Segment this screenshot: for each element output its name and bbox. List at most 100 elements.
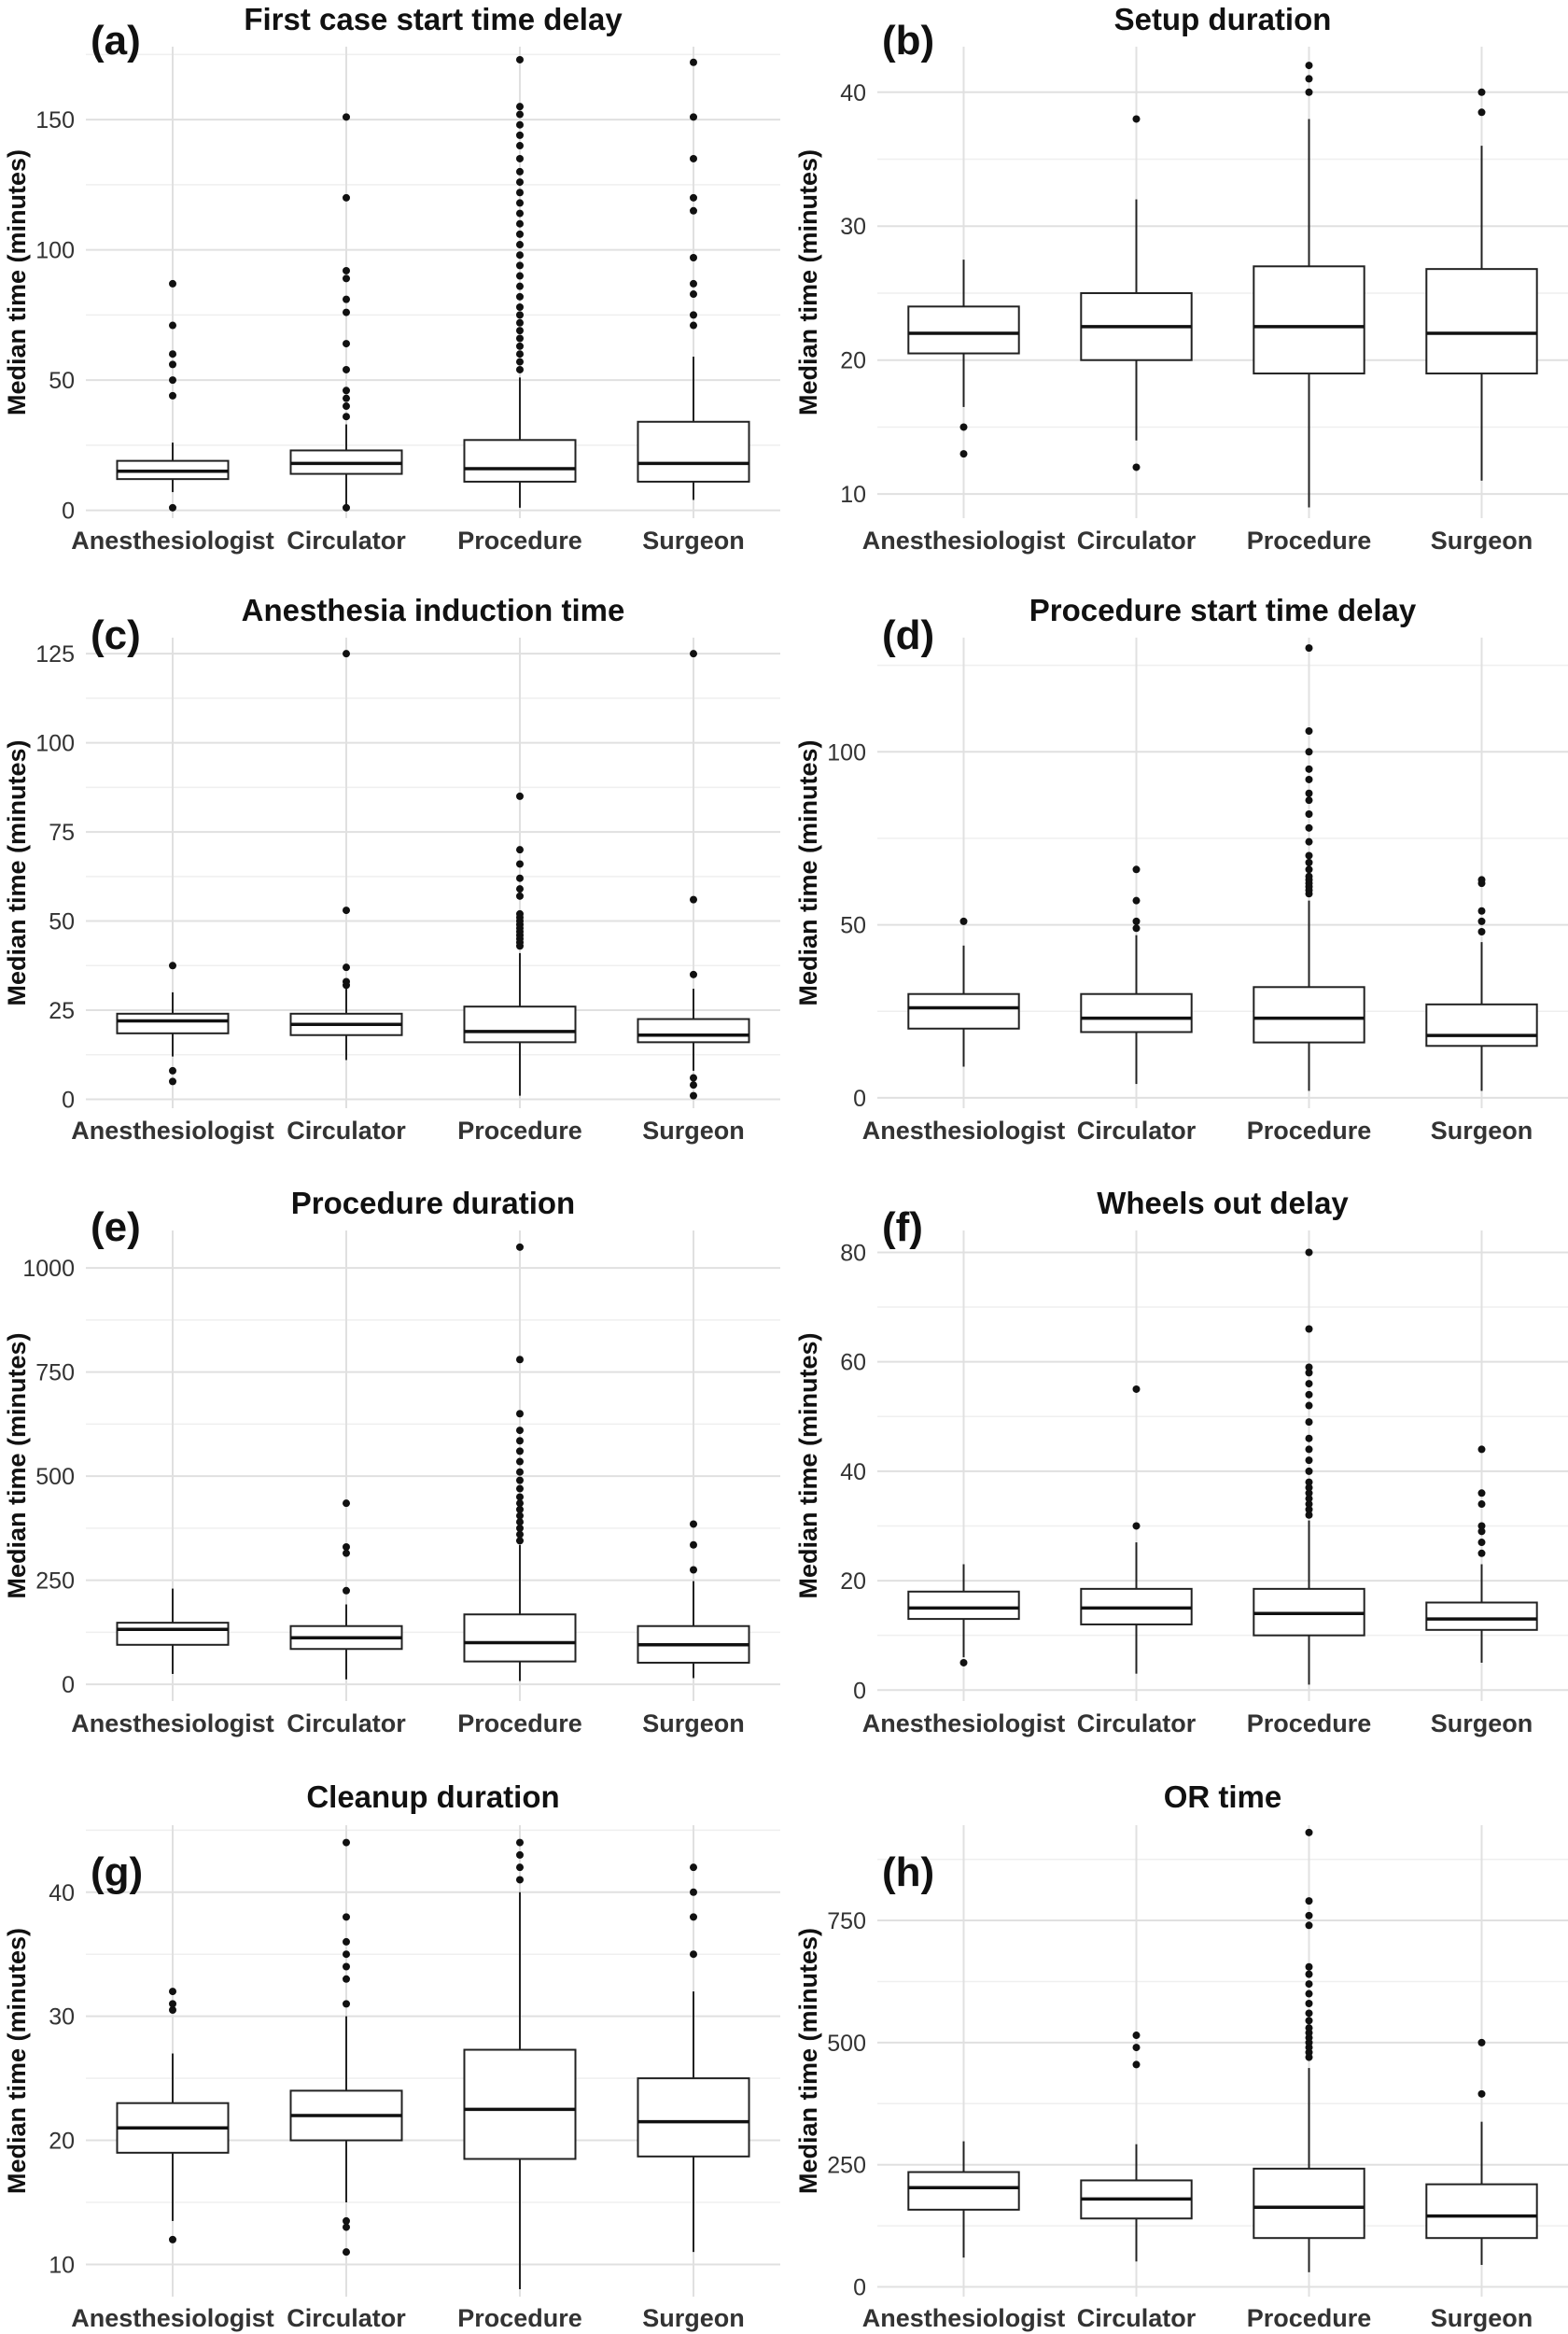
outlier-point [516,350,524,359]
panel-label: (a) [91,18,141,63]
y-tick-label: 40 [49,1880,75,1906]
y-tick-label: 250 [827,2153,866,2179]
x-tick-label: Procedure [457,1709,582,1737]
panel-label: (c) [91,612,141,658]
box-anesthesiologist [907,260,1020,458]
x-tick-label: Procedure [1247,527,1372,555]
iqr-box [1253,265,1365,375]
outlier-point [516,874,524,882]
x-tick-label: Circulator [287,1117,406,1145]
chart-title: Setup duration [1114,2,1332,36]
y-tick-label: 10 [49,2252,75,2278]
outlier-point [516,1530,524,1539]
x-tick-label: Circulator [287,527,406,555]
outlier-point [516,167,524,176]
outlier-point [343,295,350,303]
outlier-point [1132,2032,1141,2040]
x-tick-label: Anesthesiologist [71,1117,274,1145]
box-circulator [1080,2032,1193,2262]
outlier-point [1132,2044,1141,2052]
chart-panel-b: 10 20 30 40 Anesthesiologist Circulator Proced… [794,2,1568,555]
chart-panel-a: 0 50 100 150 Anesthesiologist Circulator Proce… [3,2,780,555]
chart-panel-e: 0 250 500 750 1000 Anesthesiologist Circulator… [3,1186,780,1737]
outlier-point [516,189,524,197]
box-anesthesiologist [907,917,1020,1067]
outlier-point [516,303,524,312]
outlier-point [516,1863,524,1872]
outlier-point [516,1410,524,1418]
chart-title: OR time [1164,1779,1282,1814]
outlier-point [1132,1385,1141,1393]
y-axis-label: Median time (minutes) [794,1928,822,2194]
outlier-point [516,334,524,343]
outlier-point [343,963,350,972]
outlier-point [1477,108,1486,117]
y-tick-label: 750 [827,1908,866,1934]
outlier-point [690,1566,697,1574]
outlier-point [516,846,524,854]
outlier-point [516,292,524,301]
y-axis-label: Median time (minutes) [794,739,822,1005]
box-surgeon [637,58,750,500]
box-anesthesiologist [907,2141,1020,2258]
outlier-point [1305,2009,1313,2018]
panel-label: (e) [91,1204,141,1250]
iqr-box [907,1590,1020,1621]
outlier-point [1305,1489,1313,1497]
outlier-point [343,1542,350,1551]
chart-panel-f: 0 20 40 60 80 Anesthesiologist Circulator Proce… [794,1186,1568,1737]
outlier-point [343,1499,350,1508]
box-procedure [1253,644,1365,1091]
iqr-box [1425,1601,1538,1631]
outlier-point [1132,917,1141,925]
outlier-point [690,1081,697,1090]
outlier-point [690,1950,697,1959]
iqr-box [1425,2183,1538,2240]
box-circulator [289,1838,403,2257]
gridlines [86,638,780,1108]
outlier-point [169,1077,176,1086]
iqr-box [1253,986,1365,1044]
outlier-point [516,1537,524,1545]
outlier-point [1305,1828,1313,1836]
outlier-point [1305,789,1313,797]
box-anesthesiologist [116,279,230,512]
outlier-point [343,1549,350,1557]
y-tick-label: 30 [49,2004,75,2031]
outlier-point [169,962,176,970]
outlier-point [959,423,968,431]
outlier-point [1305,1911,1313,1919]
outlier-point [343,1950,350,1959]
outlier-point [1305,62,1313,70]
box-procedure [1253,1828,1365,2272]
box-procedure [463,1838,577,2290]
x-tick-label: Anesthesiologist [862,2304,1066,2332]
y-axis-label: Median time (minutes) [794,1332,822,1598]
outlier-point [1305,1390,1313,1399]
x-tick-label: Circulator [1077,1117,1197,1145]
outlier-point [516,199,524,207]
outlier-point [690,1540,697,1549]
y-tick-label: 0 [853,1086,866,1112]
outlier-point [516,318,524,327]
outlier-point [169,360,176,369]
y-axis-label: Median time (minutes) [3,739,31,1005]
outlier-point [516,1457,524,1466]
outlier-point [1305,1980,1313,1989]
box-surgeon [1425,88,1538,481]
outlier-point [690,1074,697,1082]
outlier-point [516,885,524,893]
outlier-point [1305,1369,1313,1377]
outlier-point [516,1505,524,1513]
x-tick-label: Surgeon [1431,1709,1533,1737]
outlier-point [516,365,524,373]
outlier-point [1305,1363,1313,1371]
chart-title: Anesthesia induction time [242,593,625,627]
outlier-point [343,340,350,348]
outlier-point [343,365,350,373]
outlier-point [1477,2089,1486,2098]
iqr-box [637,1018,750,1044]
outlier-point [516,860,524,868]
box-anesthesiologist [116,1988,230,2243]
outlier-point [690,321,697,330]
